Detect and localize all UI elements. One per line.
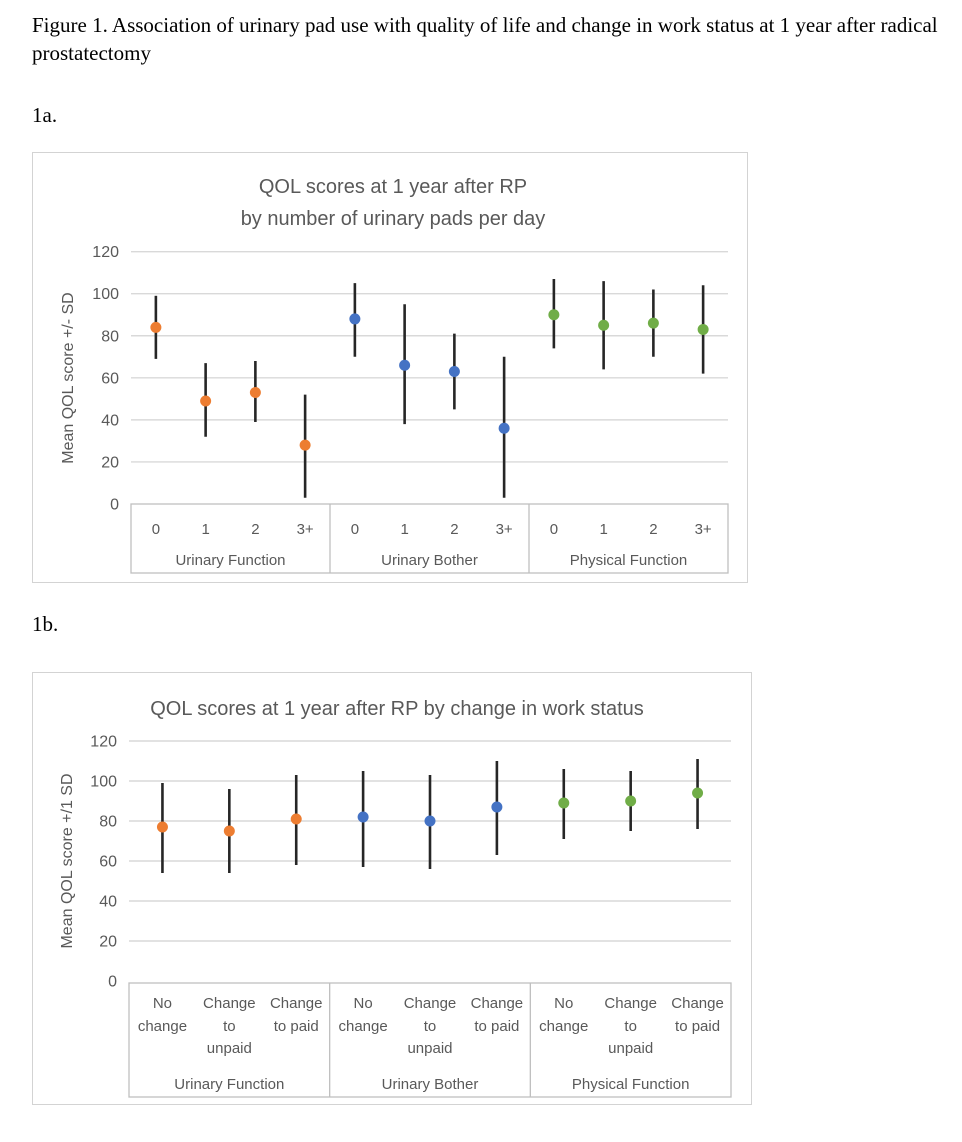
category-label: Change [671,995,724,1012]
group-label: Physical Function [572,1076,690,1093]
group-label: Urinary Bother [382,1076,479,1093]
panel-b-label: 1b. [32,612,59,636]
category-label: No [153,995,172,1012]
y-tick-label: 80 [99,814,117,831]
y-axis-label: Mean QOL score +/1 SD [59,773,76,948]
figure-caption: Figure 1. Association of urinary pad use… [32,13,938,65]
category-label: to [223,1018,236,1035]
category-label: Change [604,995,657,1012]
group-label: Urinary Function [175,552,285,569]
category-label: 3+ [695,521,712,538]
data-point [424,815,436,827]
group-label: Urinary Bother [381,552,478,569]
data-point [223,825,235,837]
category-label: to paid [675,1018,720,1035]
data-point [498,422,510,434]
data-point [598,319,610,331]
y-axis-label: Mean QOL score +/- SD [60,292,77,463]
category-label: Change [203,995,256,1012]
category-label: 3+ [496,521,513,538]
y-tick-label: 100 [92,286,119,303]
category-label: unpaid [608,1040,653,1057]
y-tick-label: 80 [101,328,119,345]
y-tick-label: 120 [92,244,119,261]
data-point [399,359,411,371]
y-tick-label: 40 [101,412,119,429]
group-label: Urinary Function [174,1076,284,1093]
data-point [290,813,302,825]
category-label: unpaid [207,1040,252,1057]
chart-panel-1b: 0 20 40 60 80 100 120 QOL scores at 1 year afte… [32,672,752,1105]
category-label: to [624,1018,637,1035]
data-point [200,395,212,407]
data-point [150,321,162,333]
data-point [558,797,570,809]
data-point [156,821,168,833]
y-tick-label: 0 [110,497,119,514]
category-axis-box [130,503,729,574]
category-label: Change [270,995,323,1012]
data-point [548,309,560,321]
category-label: No [354,995,373,1012]
data-point [349,313,361,325]
y-tick-label: 20 [101,454,119,471]
category-label: 1 [400,521,408,538]
category-label: 2 [450,521,458,538]
category-label: 0 [152,521,160,538]
category-label: 0 [550,521,558,538]
chart-title: QOL scores at 1 year after RP by change … [150,698,644,720]
category-label: to paid [274,1018,319,1035]
y-tick-label: 60 [101,370,119,387]
data-point [357,811,369,823]
category-label: No [554,995,573,1012]
y-tick-label: 120 [90,734,117,751]
category-label: 2 [649,521,657,538]
category-label: Change [471,995,524,1012]
category-label: 1 [599,521,607,538]
category-label: 3+ [297,521,314,538]
y-tick-label: 40 [99,894,117,911]
category-label: 2 [251,521,259,538]
group-label: Physical Function [570,552,688,569]
y-tick-label: 20 [99,934,117,951]
chart-panel-1a: 0 20 40 60 80 100 120 QOL scores at 1 year afte… [32,152,748,583]
data-point [625,795,637,807]
category-axis-box [128,982,732,1098]
data-point [697,323,709,335]
data-point [692,787,704,799]
data-point [448,366,460,378]
panel-a-label: 1a. [32,103,58,127]
y-tick-label: 60 [99,854,117,871]
category-label: change [138,1018,187,1035]
category-label: change [539,1018,588,1035]
data-point [249,387,261,399]
data-point [299,439,311,451]
category-label: to paid [474,1018,519,1035]
category-label: 0 [351,521,359,538]
category-label: 1 [201,521,209,538]
category-label: change [339,1018,388,1035]
data-point [491,801,503,813]
category-label: to [424,1018,437,1035]
chart-title: by number of urinary pads per day [241,208,546,230]
chart-title: QOL scores at 1 year after RP [259,176,527,198]
y-tick-label: 100 [90,774,117,791]
qol-by-work-status-chart: 0 20 40 60 80 100 120 QOL scores at 1 year afte… [59,698,732,1098]
y-tick-label: 0 [108,974,117,991]
category-label: Change [404,995,457,1012]
data-point [647,317,659,329]
category-label: unpaid [407,1040,452,1057]
